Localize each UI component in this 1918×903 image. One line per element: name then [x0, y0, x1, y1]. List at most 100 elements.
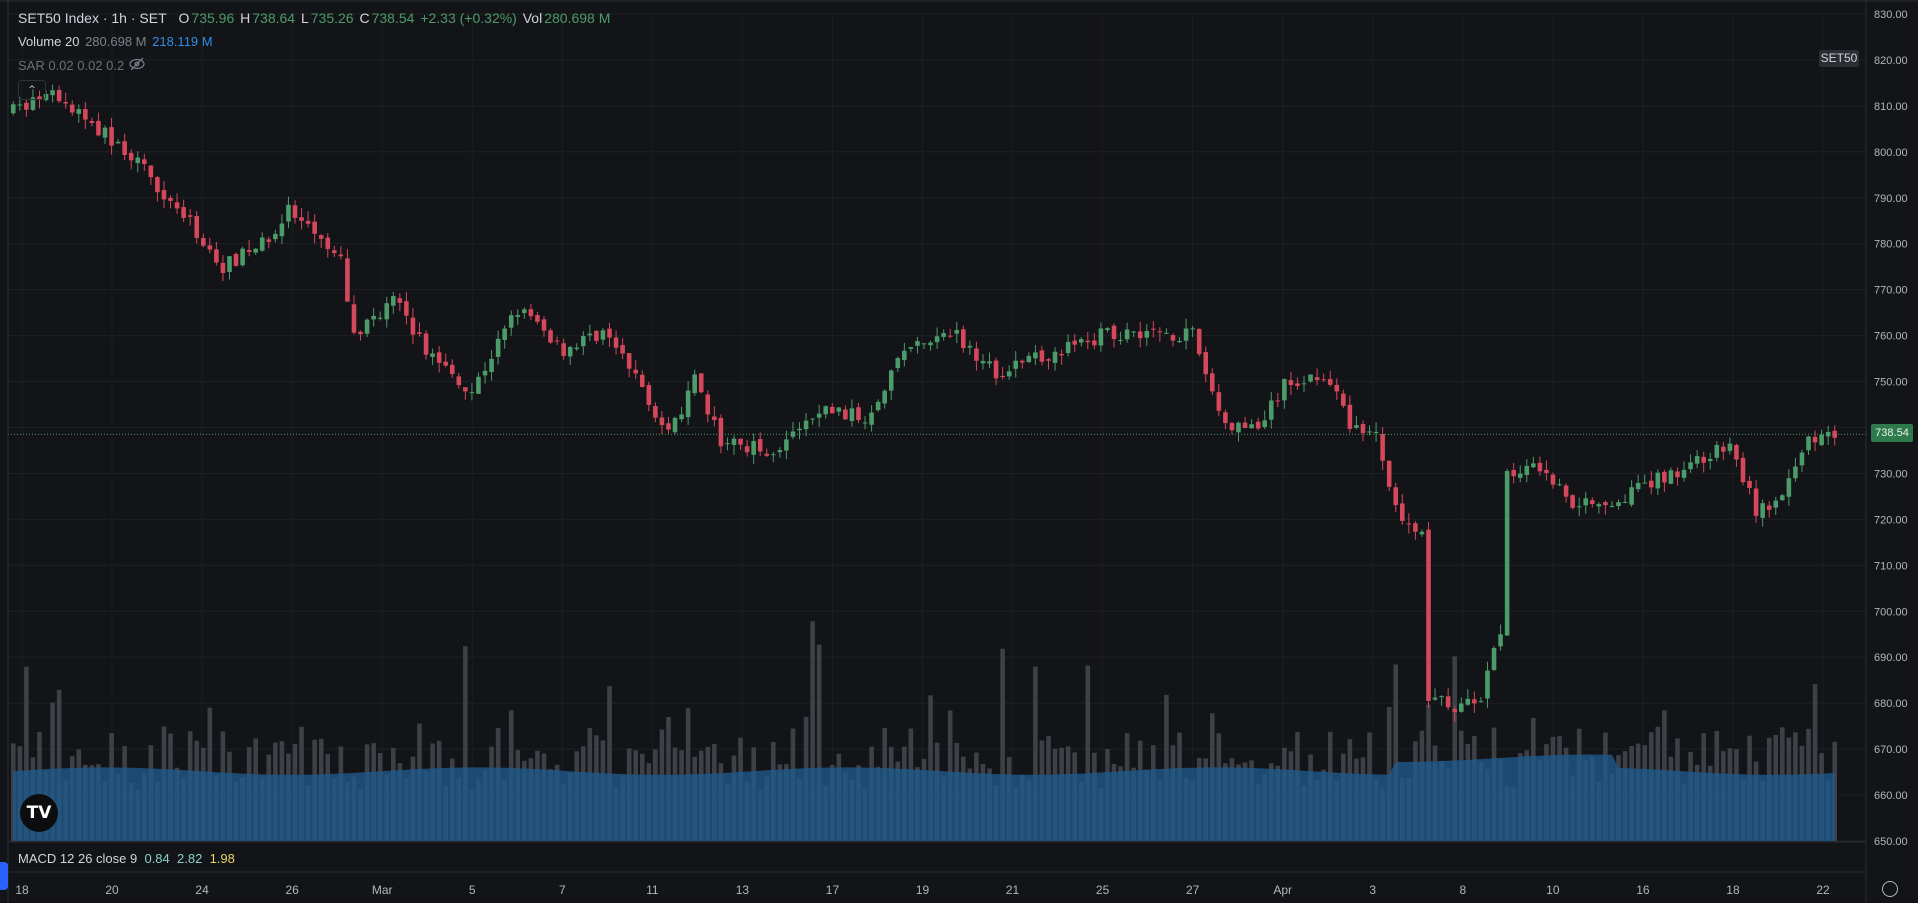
- time-axis[interactable]: 18 20 24 26 Mar 5 7 11 13 17 19 21 25 27 Apr 3 8 10 16 18 22: [15, 883, 1830, 897]
- candle-body: [214, 249, 219, 263]
- hidden-eye-icon[interactable]: [128, 57, 146, 71]
- y-tick-label: 830.00: [1874, 9, 1908, 21]
- candle-body: [1400, 503, 1405, 521]
- x-tick-label: 13: [736, 883, 750, 897]
- candle-body: [1255, 421, 1261, 429]
- candle-body: [902, 350, 907, 361]
- y-tick-label: 720.00: [1874, 514, 1908, 526]
- candle-body: [548, 330, 553, 343]
- candle-body: [797, 428, 802, 431]
- candle-body: [1793, 466, 1798, 479]
- candle-body: [1799, 452, 1805, 466]
- candle-body: [1092, 340, 1097, 346]
- candle-body: [495, 338, 501, 357]
- candle-body: [1662, 471, 1667, 483]
- candle-body: [1144, 331, 1150, 338]
- candle-body: [279, 223, 285, 237]
- candle-body: [292, 205, 298, 218]
- volume-bar: [816, 644, 822, 841]
- x-tick-label: 19: [916, 883, 930, 897]
- symbol-title[interactable]: SET50 Index · 1h · SET: [18, 10, 167, 26]
- candle-body: [1019, 360, 1025, 363]
- candle-body: [115, 141, 121, 144]
- candle-body: [1485, 670, 1490, 699]
- candle-body: [1819, 434, 1824, 446]
- candle-body: [1268, 400, 1274, 420]
- y-tick-label: 770.00: [1874, 285, 1908, 297]
- candle-body: [1334, 384, 1340, 392]
- volume-bar: [810, 621, 815, 841]
- candle-body: [1452, 709, 1458, 713]
- candle-body: [1236, 422, 1241, 433]
- candle-body: [1544, 469, 1549, 474]
- candle-body: [332, 250, 337, 254]
- candle-body: [1524, 465, 1530, 475]
- candle-body: [803, 420, 809, 430]
- candle-body: [541, 319, 547, 331]
- candle-body: [1629, 487, 1634, 505]
- candle-body: [253, 248, 258, 253]
- candle-body: [1668, 470, 1674, 484]
- candle-body: [1373, 431, 1379, 434]
- candle-body: [947, 335, 953, 337]
- candle-body: [928, 342, 933, 346]
- macd-value-3: 1.98: [209, 851, 235, 866]
- x-tick-label: 3: [1369, 883, 1376, 897]
- candle-body: [777, 450, 783, 453]
- macd-legend[interactable]: MACD 12 26 close 9 0.84 2.82 1.98: [18, 851, 235, 866]
- candle-body: [1242, 422, 1248, 429]
- candle-body: [1740, 457, 1746, 483]
- candle-body: [1596, 504, 1602, 507]
- settings-gear-icon[interactable]: [1882, 881, 1898, 897]
- candle-body: [338, 254, 344, 257]
- candle-body: [1537, 462, 1543, 472]
- candle-body: [1714, 444, 1720, 458]
- symbol-legend: SET50 Index · 1h · SET O 735.96 H 738.64 L…: [18, 10, 612, 26]
- candle-body: [836, 407, 842, 412]
- candle-body: [993, 360, 999, 379]
- candle-body: [1262, 420, 1267, 428]
- vol-value: 280.698 M: [544, 10, 611, 26]
- x-tick-label: 7: [559, 883, 566, 897]
- x-tick-label: Apr: [1273, 883, 1292, 897]
- candle-body: [587, 333, 593, 336]
- candle-body: [941, 333, 946, 337]
- x-tick-label: 20: [105, 883, 119, 897]
- candle-body: [476, 376, 481, 394]
- candle-body: [1223, 412, 1228, 424]
- candle-body: [554, 340, 560, 342]
- candle-body: [1118, 340, 1123, 342]
- candle-body: [128, 152, 134, 161]
- x-tick-label: 24: [195, 883, 209, 897]
- candle-body: [1413, 523, 1418, 532]
- candle-body: [1701, 456, 1706, 463]
- x-tick-label: 18: [15, 883, 29, 897]
- x-tick-label: 22: [1816, 883, 1830, 897]
- volume-legend[interactable]: Volume 20 280.698 M 218.119 M: [18, 34, 215, 50]
- y-tick-label: 700.00: [1874, 606, 1908, 618]
- candle-body: [1288, 380, 1294, 386]
- candle-body: [1806, 436, 1811, 451]
- candle-body: [1282, 379, 1287, 401]
- candle-body: [423, 333, 429, 355]
- candle-body: [351, 304, 357, 333]
- candle-body: [1648, 480, 1654, 488]
- candle-body: [757, 439, 763, 452]
- candle-body: [17, 104, 23, 106]
- candle-body: [581, 336, 586, 347]
- candle-body: [273, 233, 278, 240]
- candle-body: [1406, 523, 1412, 525]
- candle-body: [384, 303, 390, 320]
- collapse-legend-button[interactable]: ⌃: [18, 80, 46, 100]
- candle-body: [1603, 502, 1608, 506]
- sar-legend[interactable]: SAR 0.02 0.02 0.2: [18, 58, 126, 74]
- pane-resize-handle[interactable]: [0, 862, 8, 890]
- candle-body: [1570, 495, 1575, 508]
- candle-body: [1046, 359, 1051, 361]
- candle-body: [417, 332, 422, 334]
- candle-body: [1504, 471, 1510, 636]
- tradingview-logo-icon[interactable]: TV: [20, 794, 58, 832]
- chevron-up-icon: ⌃: [26, 83, 38, 97]
- candle-body: [974, 348, 979, 361]
